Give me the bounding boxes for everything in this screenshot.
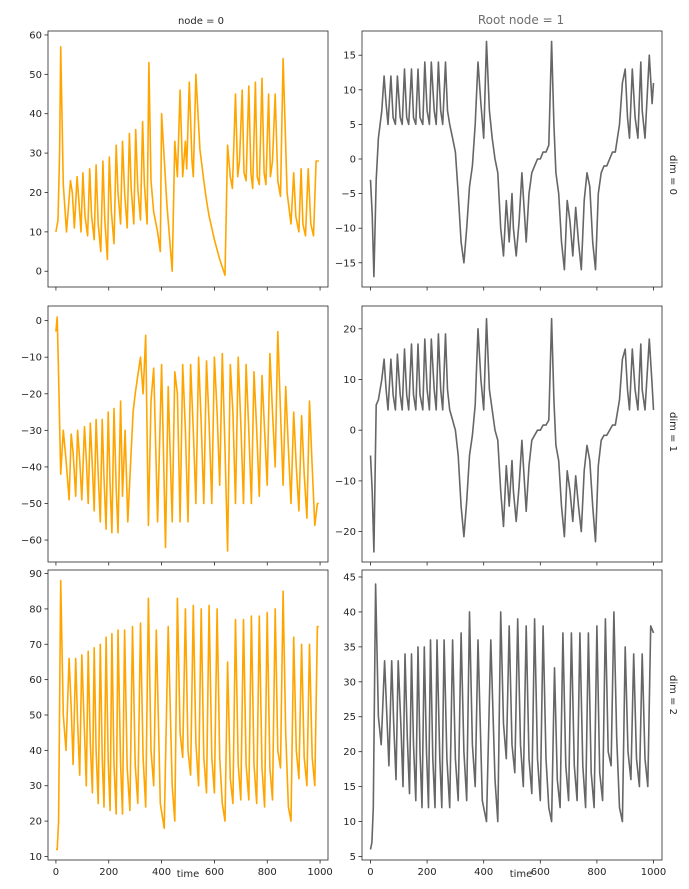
- y-tick-label: 20: [29, 817, 42, 828]
- y-tick-label: 20: [29, 188, 42, 199]
- y-tick-label: 0: [350, 155, 356, 166]
- panel-frame-r1-c0: [47, 305, 329, 563]
- y-tick-label: 20: [343, 747, 356, 758]
- x-tick-label: 600: [205, 867, 224, 878]
- y-tick-label: 60: [29, 675, 42, 686]
- y-tick-label: 40: [29, 746, 42, 757]
- series-line-r0-c0: [55, 46, 319, 276]
- x-tick-label: 1000: [307, 867, 332, 878]
- y-tick-label: 45: [343, 572, 356, 583]
- y-tick-label: −40: [21, 462, 42, 473]
- y-tick-label: −10: [335, 224, 356, 235]
- y-tick-label: 15: [343, 51, 356, 62]
- y-tick-label: 35: [343, 642, 356, 653]
- y-tick-label: 30: [343, 677, 356, 688]
- series-line-r2-c0: [55, 579, 319, 851]
- y-tick-label: 10: [29, 227, 42, 238]
- y-tick-label: 60: [29, 30, 42, 41]
- y-tick-label: 15: [343, 782, 356, 793]
- y-tick-label: 0: [350, 426, 356, 437]
- y-tick-label: 10: [343, 817, 356, 828]
- row-title-dim-1: dim = 1: [667, 412, 678, 452]
- y-tick-label: 80: [29, 604, 42, 615]
- y-tick-label: 40: [29, 109, 42, 120]
- column-title-node-1: Root node = 1: [478, 13, 564, 27]
- x-tick-label: 600: [531, 867, 550, 878]
- y-tick-label: 20: [343, 324, 356, 335]
- y-tick-label: 0: [36, 316, 42, 327]
- series-line-r1-c0: [55, 316, 319, 552]
- series-line-r1-c1: [369, 317, 655, 553]
- y-tick-label: −5: [341, 189, 356, 200]
- y-tick-label: 10: [343, 375, 356, 386]
- column-title-node-0: node = 0: [178, 16, 224, 27]
- y-tick-label: −10: [21, 353, 42, 364]
- y-tick-label: −30: [21, 426, 42, 437]
- y-tick-label: 30: [29, 781, 42, 792]
- panel-frame-r0-c1: [361, 30, 663, 288]
- x-tick-label: 400: [474, 867, 493, 878]
- y-tick-label: 30: [29, 149, 42, 160]
- series-line-r0-c1: [369, 40, 655, 278]
- series-line-r2-c1: [369, 583, 655, 850]
- row-title-dim-0: dim = 0: [667, 155, 678, 195]
- y-tick-label: 5: [350, 852, 356, 863]
- x-tick-label: 800: [258, 867, 277, 878]
- y-tick-label: 10: [343, 85, 356, 96]
- y-tick-label: 70: [29, 640, 42, 651]
- x-tick-label: 200: [99, 867, 118, 878]
- x-axis-label-col-0: time: [177, 869, 200, 880]
- y-tick-label: 25: [343, 712, 356, 723]
- panel-frame-r0-c0: [47, 30, 329, 288]
- y-tick-label: 90: [29, 569, 42, 580]
- x-tick-label: 400: [152, 867, 171, 878]
- y-tick-label: −20: [335, 527, 356, 538]
- x-tick-label: 1000: [641, 867, 666, 878]
- y-tick-label: −15: [335, 258, 356, 269]
- x-tick-label: 200: [418, 867, 437, 878]
- panel-frame-r1-c1: [361, 305, 663, 563]
- x-axis-label-col-1: time: [510, 869, 533, 880]
- x-tick-label: 800: [587, 867, 606, 878]
- y-tick-label: 0: [36, 267, 42, 278]
- row-title-dim-2: dim = 2: [667, 675, 678, 715]
- y-tick-label: −20: [21, 389, 42, 400]
- x-tick-label: 0: [367, 867, 373, 878]
- x-tick-label: 0: [53, 867, 59, 878]
- y-tick-label: 5: [350, 120, 356, 131]
- y-tick-label: 10: [29, 852, 42, 863]
- y-tick-label: −60: [21, 536, 42, 547]
- panel-frame-r2-c1: [361, 569, 663, 861]
- y-tick-label: 40: [343, 607, 356, 618]
- y-tick-label: −50: [21, 499, 42, 510]
- y-tick-label: 50: [29, 711, 42, 722]
- y-tick-label: 50: [29, 70, 42, 81]
- y-tick-label: −10: [335, 476, 356, 487]
